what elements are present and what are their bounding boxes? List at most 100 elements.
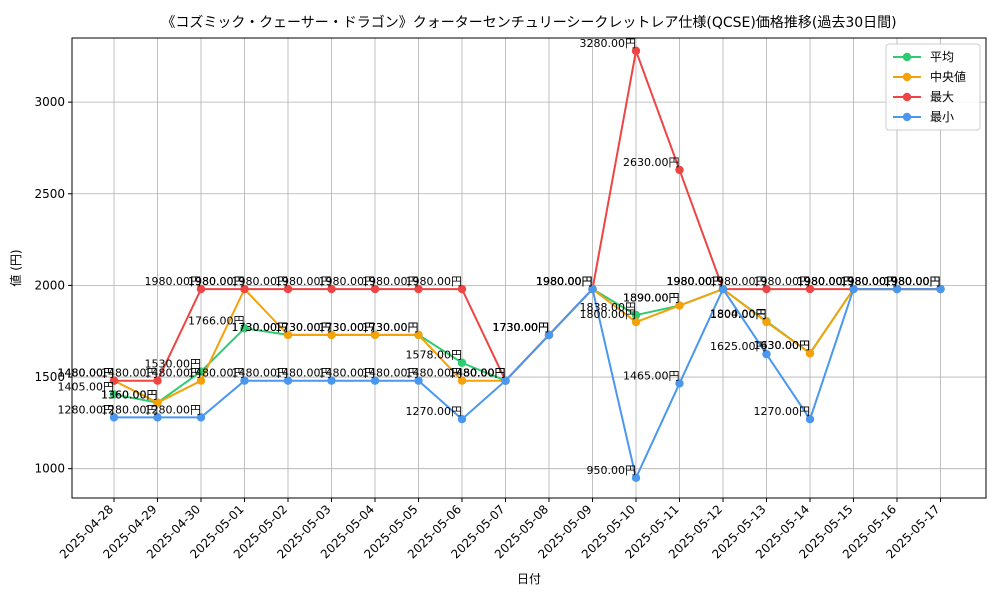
legend-label-0: 平均: [930, 50, 954, 64]
series-0-data-label: 1804.00円: [710, 307, 767, 320]
legend-marker-0: [902, 52, 912, 62]
series-3-data-label: 950.00円: [587, 464, 637, 477]
series-3-point: [109, 413, 119, 422]
legend-label-1: 中央値: [930, 69, 966, 84]
series-0-data-label: 1730.00円: [232, 321, 289, 334]
series-3-data-label: 1980.00円: [884, 275, 941, 288]
series-2-data-label: 1980.00円: [232, 275, 289, 288]
series-3-data-label: 1980.00円: [797, 275, 854, 288]
series-0-data-label: 1980.00円: [841, 275, 898, 288]
series-2-point: [675, 165, 684, 175]
series-2-data-label: 1980.00円: [667, 275, 724, 288]
series-3-point: [283, 376, 293, 385]
series-1-data-label: 1730.00円: [275, 321, 332, 334]
series-2-data-label: 1980.00円: [362, 275, 419, 288]
series-2-data-label: 1980.00円: [319, 275, 376, 288]
series-2-data-label: 1480.00円: [449, 367, 506, 380]
legend-marker-3: [902, 112, 912, 122]
series-2-data-label: 1980.00円: [797, 275, 854, 288]
series-0-data-label: 1838.00円: [580, 301, 637, 314]
series-3-point: [631, 473, 641, 483]
plot-frame: [71, 37, 987, 499]
series-0-data-label: 1480.00円: [449, 367, 506, 380]
series-3-point: [414, 376, 423, 385]
series-2-data-label: 1980.00円: [884, 275, 941, 288]
series-layer: [109, 46, 945, 483]
series-3-point: [240, 376, 249, 385]
series-2-point: [805, 284, 815, 294]
series-3-data-label: 1730.00円: [493, 321, 550, 334]
series-2-point: [327, 284, 336, 294]
series-0-data-label: 1630.00円: [754, 339, 811, 352]
series-3-point: [501, 376, 510, 385]
series-1-data-label: 1980.00円: [536, 275, 593, 288]
series-1-data-label: 1980.00円: [797, 275, 854, 288]
series-3-point: [936, 284, 945, 294]
y-tick-label: 2000: [34, 278, 65, 292]
series-1-data-label: 1730.00円: [493, 321, 550, 334]
series-0-data-label: 1360.00円: [101, 389, 158, 402]
series-0-data-label: 1730.00円: [319, 321, 376, 334]
series-3-data-label: 1480.00円: [275, 367, 332, 380]
series-2-point: [762, 284, 771, 294]
series-2-data-label: 1730.00円: [493, 321, 550, 334]
series-3-data-label: 1980.00円: [536, 275, 593, 288]
series-3-point: [805, 414, 815, 424]
series-3-point: [370, 376, 380, 385]
series-2-point: [631, 46, 641, 56]
series-1-data-label: 1480.00円: [406, 367, 463, 380]
series-0-data-label: 1980.00円: [536, 275, 593, 288]
series-3-data-label: 1270.00円: [754, 405, 811, 418]
series-2-data-label: 3280.00円: [580, 37, 637, 50]
series-3-data-label: 1980.00円: [667, 275, 724, 288]
series-1-point: [370, 330, 380, 340]
series-0-data-label: 1530.00円: [145, 358, 202, 371]
series-2-data-label: 1980.00円: [145, 275, 202, 288]
series-2-point: [240, 284, 249, 294]
y-tick-label: 3000: [34, 95, 65, 109]
data-label-layer: 1405.00円1360.00円1530.00円1766.00円1730.00円…: [58, 37, 941, 477]
series-2-data-label: 1980.00円: [841, 275, 898, 288]
series-0-data-label: 1730.00円: [362, 321, 419, 334]
series-3-point: [675, 379, 684, 388]
series-1-data-label: 1890.00円: [623, 292, 680, 305]
y-tick-label: 1000: [34, 462, 65, 476]
series-1-data-label: 1480.00円: [145, 367, 202, 380]
series-1-data-label: 1980.00円: [188, 275, 245, 288]
series-2-data-label: 1980.00円: [536, 275, 593, 288]
series-3-point: [153, 413, 162, 422]
legend-label-2: 最大: [930, 90, 954, 104]
series-1-data-label: 1480.00円: [449, 367, 506, 380]
series-1-data-label: 1730.00円: [232, 321, 289, 334]
series-1-point: [805, 349, 815, 358]
y-tick-label: 2500: [34, 187, 65, 201]
series-3-point: [849, 284, 858, 294]
series-3-point: [457, 414, 467, 424]
series-2-point: [414, 284, 423, 294]
series-0-data-label: 1980.00円: [797, 275, 854, 288]
series-1-data-label: 1480.00円: [58, 367, 115, 380]
y-axis-label: 値 (円): [8, 249, 23, 286]
series-3-data-label: 1625.00円: [710, 340, 767, 353]
chart-title: 《コズミック・クェーサー・ドラゴン》クォーターセンチュリーシークレットレア仕様(…: [161, 14, 896, 31]
series-1-data-label: 1980.00円: [884, 275, 941, 288]
series-1-point: [762, 317, 771, 327]
series-1-point: [631, 317, 641, 327]
series-1-point: [675, 301, 684, 310]
series-2-data-label: 1980.00円: [188, 275, 245, 288]
series-0-data-label: 1730.00円: [275, 321, 332, 334]
series-0-data-label: 1578.00円: [406, 349, 463, 362]
series-2-data-label: 1480.00円: [101, 367, 158, 380]
series-2-point: [370, 284, 380, 294]
series-0-data-label: 1980.00円: [667, 275, 724, 288]
series-3-data-label: 1280.00円: [145, 403, 202, 416]
series-1-point: [283, 330, 293, 340]
series-3-point: [544, 330, 554, 340]
x-axis-label: 日付: [517, 572, 541, 586]
series-3-data-label: 1480.00円: [188, 367, 245, 380]
series-1-data-label: 1980.00円: [667, 275, 724, 288]
series-0-point: [109, 390, 119, 399]
